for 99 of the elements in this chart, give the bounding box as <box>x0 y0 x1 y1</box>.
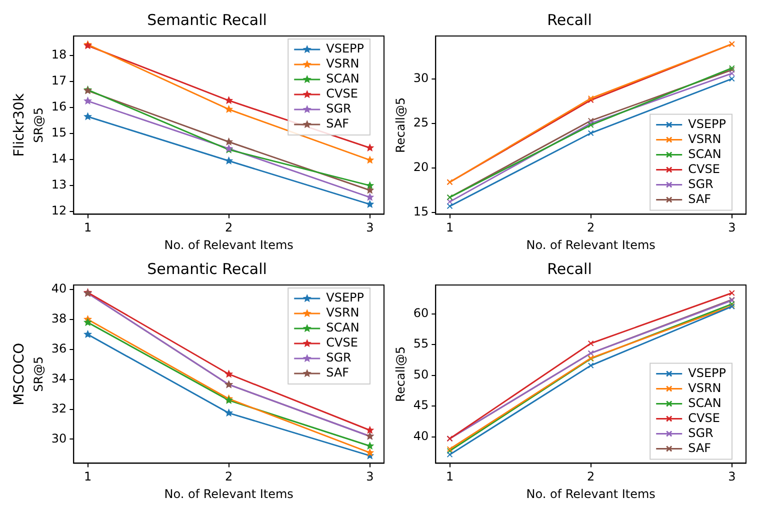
x-tick-label: 1 <box>446 220 454 235</box>
x-tick-label: 3 <box>366 470 374 484</box>
point <box>83 330 92 338</box>
y-axis-title: Recall@5 <box>393 97 408 153</box>
y-tick-label: 15 <box>51 126 67 140</box>
point <box>728 76 735 82</box>
y-tick-label: 40 <box>413 428 429 443</box>
y-tick-label: 18 <box>51 48 67 62</box>
y-tick-label: 55 <box>413 336 429 351</box>
legend-label: SAF <box>688 440 712 455</box>
legend-label: SCAN <box>326 320 360 335</box>
legend-label: SGR <box>326 350 352 365</box>
x-axis-title: No. of Relevant Items <box>526 238 656 252</box>
y-tick-label: 17 <box>51 74 67 88</box>
x-axis-title: No. of Relevant Items <box>526 486 656 501</box>
text: MSCOCO <box>12 342 28 406</box>
legend-label: CVSE <box>688 162 720 176</box>
y-tick-label: 50 <box>413 367 429 382</box>
point <box>224 370 234 378</box>
legend-label: SGR <box>326 102 352 116</box>
point <box>224 408 234 417</box>
text: Flickr30k <box>12 92 28 157</box>
point <box>83 112 92 120</box>
x-tick-label: 2 <box>225 220 233 235</box>
y-tick-label: 12 <box>51 204 67 218</box>
chart-title: Recall <box>547 260 592 278</box>
legend-label: CVSE <box>688 410 720 425</box>
point <box>728 70 735 76</box>
chart-title: Semantic Recall <box>147 10 267 29</box>
x-tick-label: 3 <box>728 470 736 484</box>
x-axis-title: No. of Relevant Items <box>164 486 294 501</box>
legend-label: VSRN <box>688 132 722 146</box>
legend-label: VSEPP <box>326 42 364 56</box>
legend-label: SCAN <box>688 396 722 410</box>
y-tick-label: 32 <box>51 401 67 416</box>
y-tick-label: 45 <box>413 398 429 412</box>
y-tick-label: 34 <box>51 371 67 386</box>
point <box>224 96 234 104</box>
y-tick-label: 40 <box>51 282 67 296</box>
y-tick-label: 16 <box>51 100 67 114</box>
point <box>366 156 374 164</box>
y-tick-label: 14 <box>51 152 67 166</box>
y-tick-label: 36 <box>51 342 67 356</box>
y-tick-label: 20 <box>413 160 429 174</box>
x-axis-title: No. of Relevant Items <box>164 238 294 252</box>
point <box>83 318 92 326</box>
x-tick-label: 1 <box>84 470 92 484</box>
point <box>588 362 594 368</box>
x-tick-label: 1 <box>84 220 92 235</box>
y-tick-label: 38 <box>51 312 67 326</box>
legend-label: VSRN <box>688 380 722 395</box>
legend-label: VSEPP <box>688 116 726 131</box>
legend-label: SAF <box>326 366 350 380</box>
point <box>446 203 453 210</box>
point <box>366 426 374 434</box>
y-tick-label: 13 <box>51 178 67 192</box>
point <box>366 441 374 450</box>
legend-label: VSRN <box>326 306 360 320</box>
x-tick-label: 2 <box>225 470 233 484</box>
x-tick-label: 1 <box>446 470 454 484</box>
point <box>728 290 735 296</box>
point <box>366 448 374 456</box>
legend-label: SAF <box>326 116 350 131</box>
point <box>366 143 374 152</box>
x-tick-label: 3 <box>366 220 374 235</box>
point <box>588 340 594 346</box>
x-tick-label: 3 <box>728 220 736 235</box>
x-tick-label: 2 <box>587 470 595 484</box>
chart-title: Recall <box>547 10 592 29</box>
point <box>83 96 92 105</box>
point <box>224 137 234 146</box>
point <box>366 200 374 208</box>
legend-label: SAF <box>688 192 712 206</box>
legend-label: CVSE <box>326 86 358 101</box>
y-axis-title: SR@5 <box>31 356 46 392</box>
chart-title: Semantic Recall <box>147 260 267 278</box>
point <box>588 118 594 124</box>
point <box>224 104 234 113</box>
legend-label: SGR <box>688 426 714 440</box>
y-axis-title: SR@5 <box>31 107 46 143</box>
legend-label: SGR <box>688 176 714 191</box>
point <box>366 186 374 194</box>
point <box>588 130 594 136</box>
y-tick-label: 25 <box>413 115 429 130</box>
legend-label: CVSE <box>326 336 358 350</box>
legend-label: VSEPP <box>326 290 364 305</box>
legend-label: SCAN <box>326 72 360 86</box>
legend-label: VSEPP <box>688 366 726 380</box>
point <box>446 452 453 458</box>
legend-label: SCAN <box>688 146 722 161</box>
y-axis-title: Recall@5 <box>393 346 408 402</box>
y-tick-label: 60 <box>413 306 429 320</box>
x-tick-label: 2 <box>587 220 595 235</box>
point <box>446 198 453 205</box>
y-tick-label: 15 <box>413 204 429 219</box>
y-tick-label: 30 <box>413 70 429 85</box>
y-tick-label: 30 <box>51 431 67 446</box>
legend-label: VSRN <box>326 56 360 71</box>
point <box>224 156 234 165</box>
